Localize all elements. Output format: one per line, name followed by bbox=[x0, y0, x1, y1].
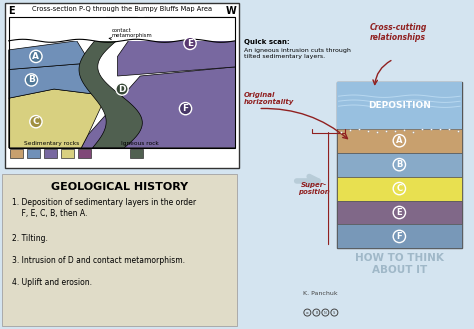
Text: C: C bbox=[33, 117, 39, 126]
Bar bbox=[337, 224, 462, 248]
Text: N: N bbox=[324, 311, 327, 315]
Text: A: A bbox=[396, 136, 402, 145]
Bar bbox=[9, 17, 236, 148]
Bar bbox=[78, 149, 91, 158]
Polygon shape bbox=[118, 17, 236, 76]
Text: E: E bbox=[187, 39, 193, 48]
Polygon shape bbox=[81, 67, 236, 148]
Text: Igneous rock: Igneous rock bbox=[121, 141, 159, 146]
Bar bbox=[337, 82, 462, 129]
Text: 2. Tilting.: 2. Tilting. bbox=[12, 234, 48, 243]
Text: C: C bbox=[396, 184, 402, 193]
Text: contact
metamorphism: contact metamorphism bbox=[109, 28, 153, 40]
Bar bbox=[130, 149, 143, 158]
Polygon shape bbox=[79, 17, 142, 148]
Text: cc: cc bbox=[305, 311, 310, 315]
Bar bbox=[337, 177, 462, 201]
Polygon shape bbox=[9, 63, 106, 98]
Text: F: F bbox=[182, 104, 189, 113]
Bar bbox=[337, 153, 462, 177]
Text: K. Panchuk: K. Panchuk bbox=[303, 291, 338, 296]
Text: 1. Deposition of sedimentary layers in the order
    F, E, C, B, then A.: 1. Deposition of sedimentary layers in t… bbox=[12, 198, 197, 218]
Text: 4. Uplift and erosion.: 4. Uplift and erosion. bbox=[12, 278, 92, 287]
Text: E: E bbox=[8, 6, 14, 16]
Text: GEOLOGICAL HISTORY: GEOLOGICAL HISTORY bbox=[51, 182, 188, 192]
Bar bbox=[337, 82, 462, 248]
Text: Quick scan:: Quick scan: bbox=[244, 39, 290, 45]
Text: B: B bbox=[28, 75, 35, 85]
Text: Cross-section P-Q through the Bumpy Bluffs Map Area: Cross-section P-Q through the Bumpy Bluf… bbox=[32, 6, 212, 12]
Polygon shape bbox=[9, 41, 91, 69]
Bar bbox=[61, 149, 74, 158]
Text: DEPOSITION: DEPOSITION bbox=[368, 101, 431, 110]
Bar bbox=[9, 17, 236, 41]
Bar bbox=[337, 129, 462, 153]
Bar bbox=[9, 17, 236, 148]
Text: S: S bbox=[333, 311, 336, 315]
Text: D: D bbox=[118, 85, 126, 93]
Bar bbox=[2, 174, 237, 326]
Text: Super-
position: Super- position bbox=[298, 182, 329, 195]
Text: Sedimentary rocks: Sedimentary rocks bbox=[24, 141, 79, 146]
Text: An igneous intrusion cuts through
tilted sedimentary layers.: An igneous intrusion cuts through tilted… bbox=[244, 48, 351, 59]
Text: F: F bbox=[397, 232, 402, 241]
Text: B: B bbox=[396, 160, 402, 169]
Text: A: A bbox=[32, 52, 39, 61]
Bar bbox=[27, 149, 40, 158]
Text: W: W bbox=[226, 6, 237, 16]
Bar bbox=[5, 3, 239, 168]
Text: Original
horizontality: Original horizontality bbox=[244, 92, 294, 105]
Text: B: B bbox=[315, 311, 318, 315]
Bar bbox=[10, 149, 23, 158]
Text: Cross-cutting
relationships: Cross-cutting relationships bbox=[369, 23, 427, 42]
Bar bbox=[44, 149, 57, 158]
Polygon shape bbox=[9, 89, 106, 148]
Text: HOW TO THINK
ABOUT IT: HOW TO THINK ABOUT IT bbox=[355, 253, 444, 275]
Text: E: E bbox=[397, 208, 402, 217]
Text: 3. Intrusion of D and contact metamorphism.: 3. Intrusion of D and contact metamorphi… bbox=[12, 256, 185, 266]
Bar bbox=[337, 201, 462, 224]
